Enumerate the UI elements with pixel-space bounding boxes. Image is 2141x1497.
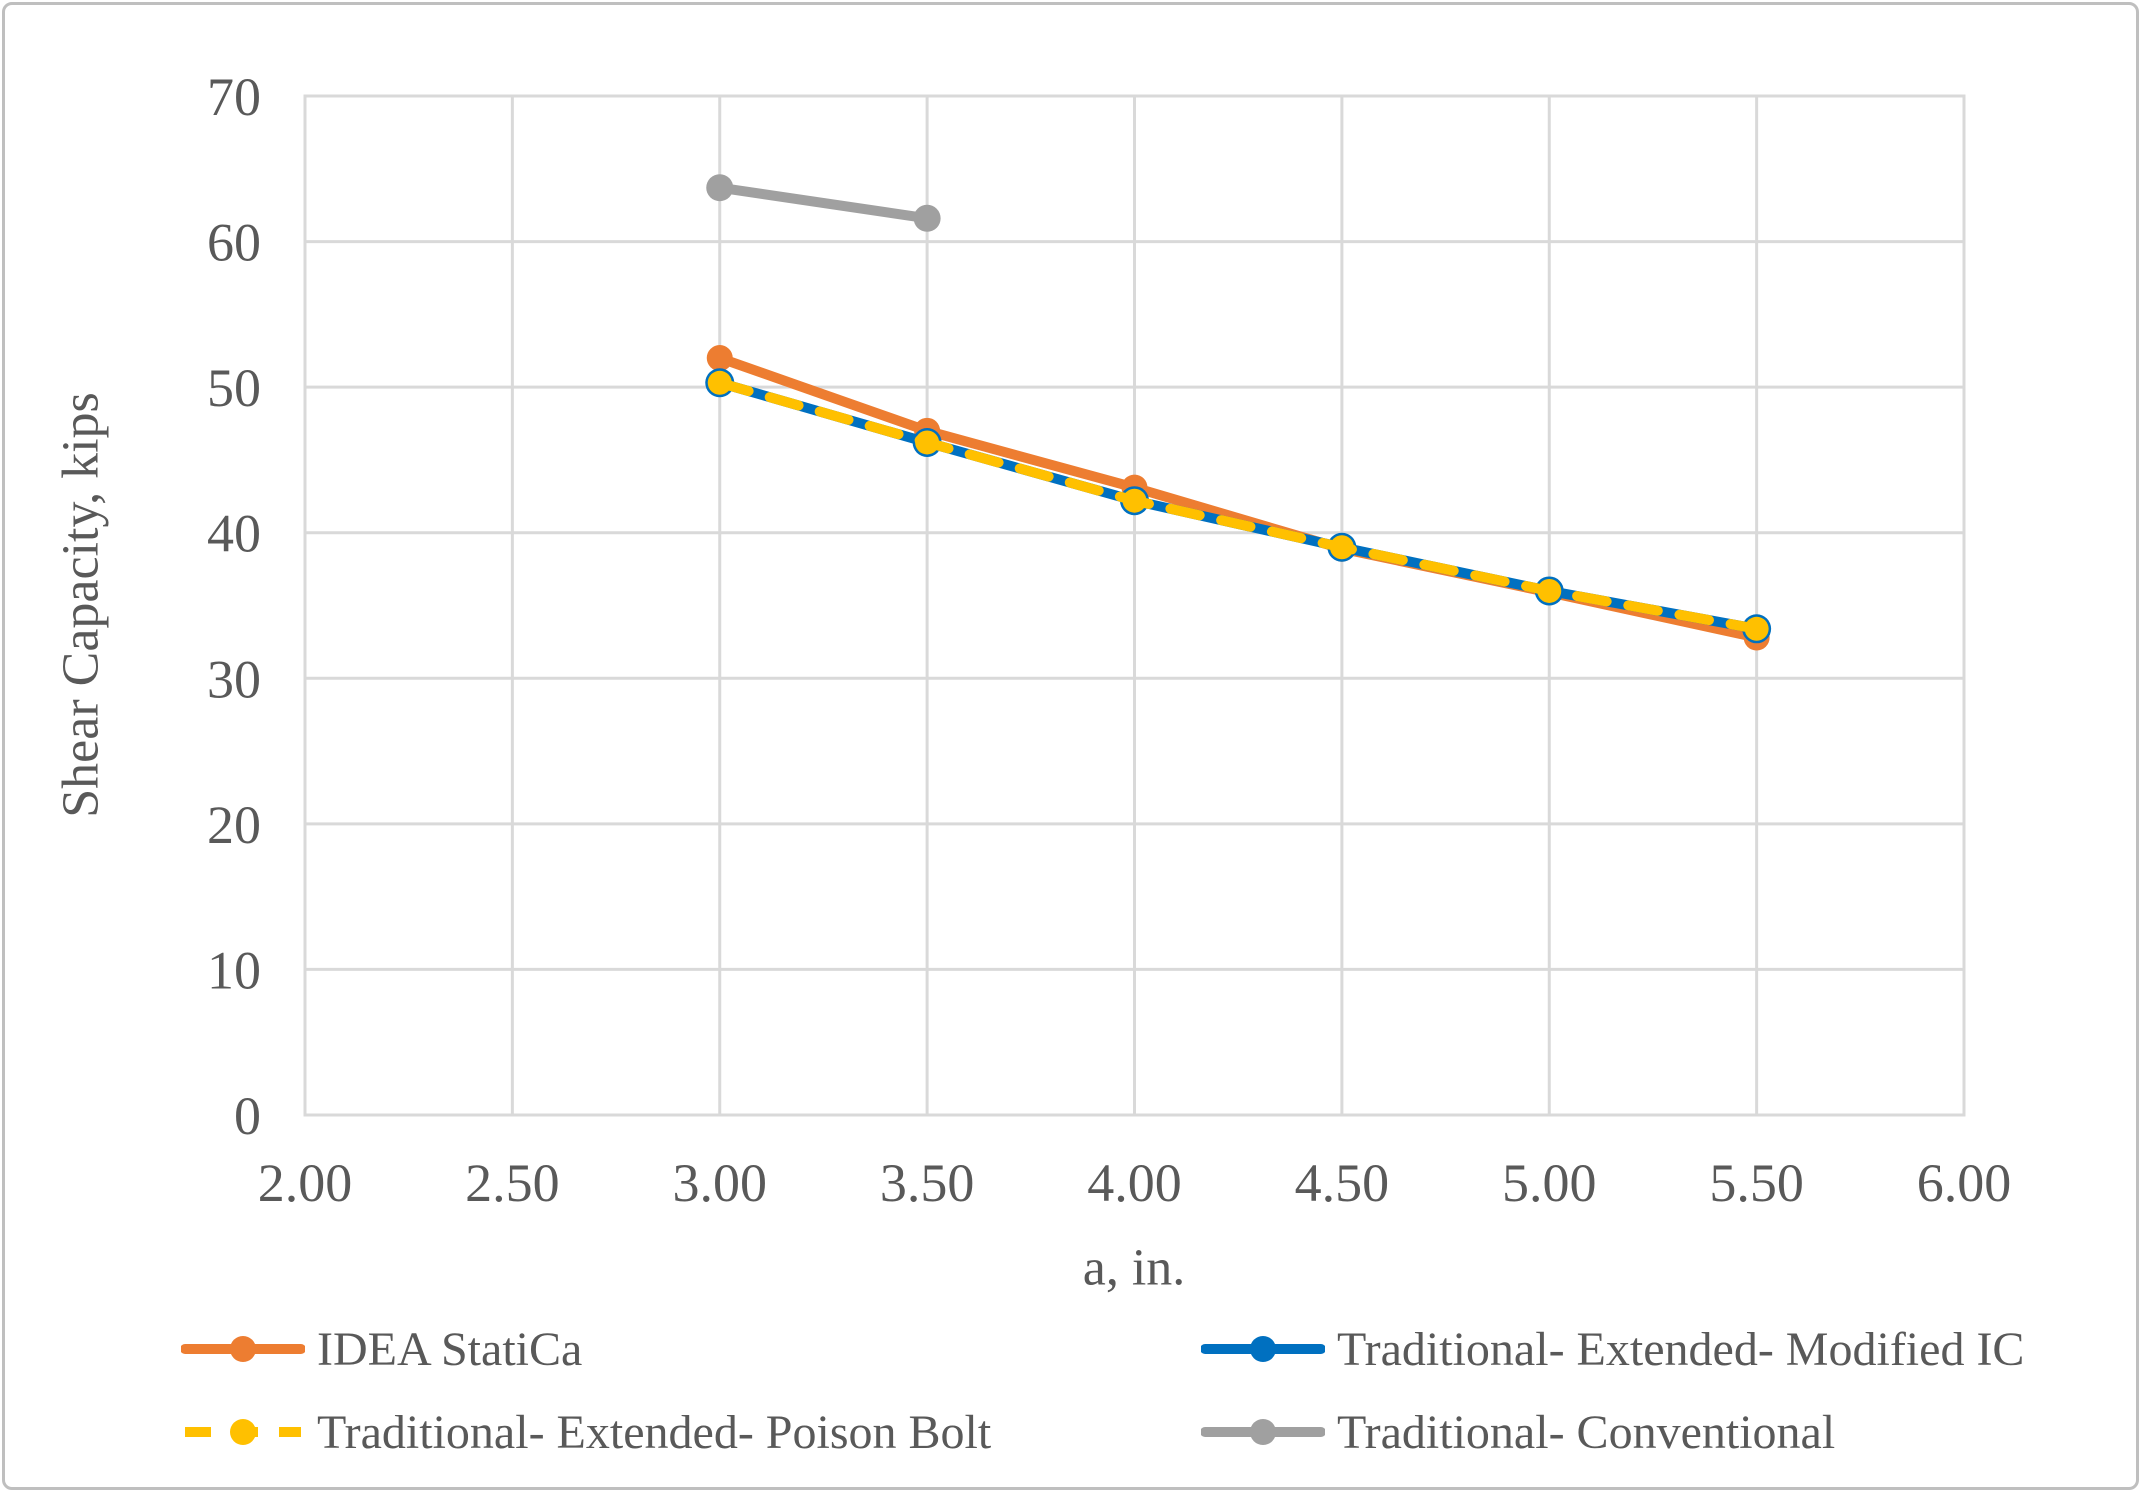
svg-text:4.50: 4.50 (1295, 1153, 1390, 1213)
legend-line-sample-gray (1201, 1419, 1325, 1445)
legend-item-traditional-extended-modified-ic: Traditional- Extended- Modified IC (1201, 1321, 2024, 1377)
svg-text:50: 50 (207, 358, 261, 418)
svg-text:3.00: 3.00 (673, 1153, 768, 1213)
svg-text:30: 30 (207, 649, 261, 709)
legend-line-sample-orange (181, 1336, 305, 1362)
svg-text:60: 60 (207, 213, 261, 273)
svg-text:10: 10 (207, 940, 261, 1000)
svg-text:4.00: 4.00 (1087, 1153, 1182, 1213)
legend-label: Traditional- Extended- Poison Bolt (317, 1405, 992, 1459)
svg-text:2.00: 2.00 (258, 1153, 353, 1213)
svg-text:5.00: 5.00 (1502, 1153, 1597, 1213)
svg-text:5.50: 5.50 (1709, 1153, 1804, 1213)
legend-label: Traditional- Conventional (1337, 1405, 1836, 1459)
svg-text:0: 0 (234, 1086, 261, 1146)
legend-label: Traditional- Extended- Modified IC (1337, 1322, 2025, 1376)
x-axis-title: a, in. (1082, 1239, 1186, 1297)
svg-text:70: 70 (207, 67, 261, 127)
legend-item-idea-statica: IDEA StatiCa (181, 1321, 582, 1377)
legend-label: IDEA StatiCa (317, 1322, 583, 1376)
svg-text:3.50: 3.50 (880, 1153, 975, 1213)
svg-text:40: 40 (207, 504, 261, 564)
legend-line-sample-yellow-dashed (185, 1419, 301, 1445)
line-chart-plot-area: 2.00 2.50 3.00 3.50 4.00 4.50 5.00 5.50 6.00 0 10 2… (207, 67, 2012, 1213)
legend-line-sample-blue (1201, 1336, 1325, 1362)
legend-item-traditional-conventional: Traditional- Conventional (1201, 1404, 1835, 1460)
y-axis-title: Shear Capacity, kips (52, 392, 110, 818)
svg-text:6.00: 6.00 (1917, 1153, 2012, 1213)
svg-text:2.50: 2.50 (465, 1153, 560, 1213)
svg-text:20: 20 (207, 795, 261, 855)
legend-item-traditional-extended-poison-bolt: Traditional- Extended- Poison Bolt (181, 1404, 991, 1460)
